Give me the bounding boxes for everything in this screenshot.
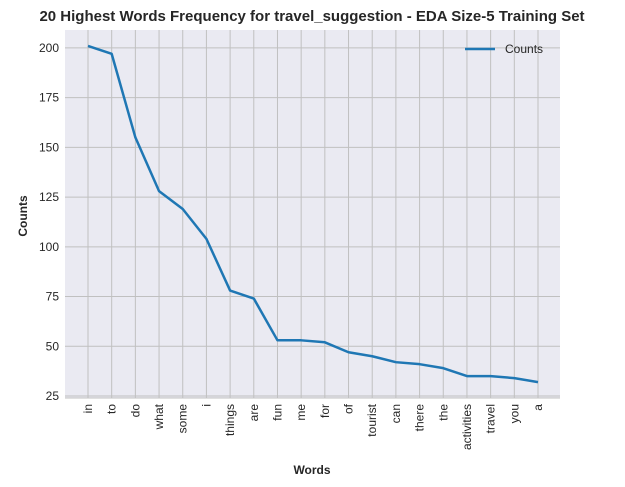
x-tick-label: are [247, 404, 261, 422]
grid [65, 30, 560, 399]
x-tick-label: fun [270, 404, 284, 421]
x-tick-label: me [294, 404, 308, 421]
x-tick-label: of [342, 403, 356, 414]
y-tick-label: 150 [39, 140, 59, 154]
x-tick-label: some [176, 404, 190, 434]
x-tick-label: a [531, 404, 545, 411]
x-tick-label: things [223, 404, 237, 436]
y-axis-ticks: 25 50 75 100 125 150 175 200 [39, 41, 59, 403]
legend-label-counts: Counts [505, 42, 543, 56]
x-tick-label: in [81, 404, 95, 413]
x-axis-label: Words [293, 463, 330, 477]
y-tick-label: 50 [46, 339, 60, 353]
x-tick-label: travel [484, 404, 498, 433]
x-tick-label: do [128, 404, 142, 418]
series-line-counts [87, 44, 539, 384]
x-tick-label: what [152, 403, 166, 430]
y-tick-label: 100 [39, 240, 59, 254]
x-tick-label: i [199, 404, 213, 407]
y-axis-label: Counts [16, 195, 30, 237]
plot-area [65, 30, 560, 398]
y-tick-label: 200 [39, 41, 59, 55]
x-tick-label: activities [460, 404, 474, 450]
chart-title: 20 Highest Words Frequency for travel_su… [39, 8, 584, 25]
y-tick-label: 25 [46, 389, 60, 403]
x-tick-label: for [318, 404, 332, 418]
y-tick-label: 175 [39, 91, 59, 105]
x-axis-ticks: in to do what some i things are fun me for of touris… [81, 403, 545, 450]
x-tick-label: to [105, 404, 119, 414]
x-tick-label: there [413, 404, 427, 432]
x-tick-label: the [436, 404, 450, 421]
x-tick-label: can [389, 404, 403, 423]
legend: Counts [465, 42, 543, 56]
x-tick-label: you [507, 404, 521, 423]
x-tick-label: tourist [365, 403, 379, 436]
series-layer [87, 44, 539, 384]
y-tick-label: 75 [46, 290, 60, 304]
y-tick-label: 125 [39, 190, 59, 204]
